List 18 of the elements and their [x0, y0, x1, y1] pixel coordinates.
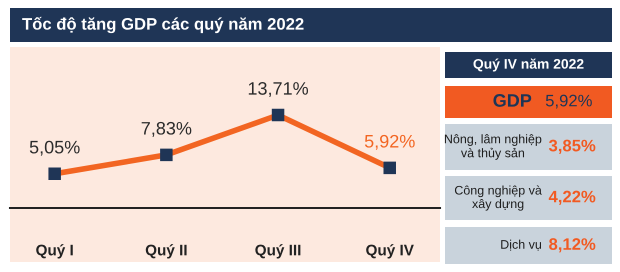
data-label: 13,71% [248, 82, 308, 97]
data-label: 5,05% [30, 140, 80, 156]
category-label: Dịch vụ [501, 240, 542, 251]
text: 3,85% [548, 140, 596, 154]
text: 4,22% [548, 190, 596, 205]
x-tick-label: Quý III [255, 244, 300, 258]
text: Quý IV năm 2022 [473, 58, 584, 72]
text: 5,92% [546, 94, 592, 108]
x-tick-label: Quý IV [366, 244, 414, 258]
data-label: 7,83% [142, 122, 192, 137]
data-label: 5,92% [364, 134, 415, 150]
x-tick-label: Quý I [36, 244, 73, 258]
x-tick-label: Quý II [146, 244, 187, 258]
text: 8,12% [549, 238, 596, 252]
category-label: GDP [493, 94, 532, 107]
category-label: Nông, lâm nghiệp và thủy sản [444, 134, 542, 160]
chart-title: Tốc độ tăng GDP các quý năm 2022 [22, 16, 304, 34]
category-label: Công nghiệp và xây dựng [454, 185, 542, 211]
